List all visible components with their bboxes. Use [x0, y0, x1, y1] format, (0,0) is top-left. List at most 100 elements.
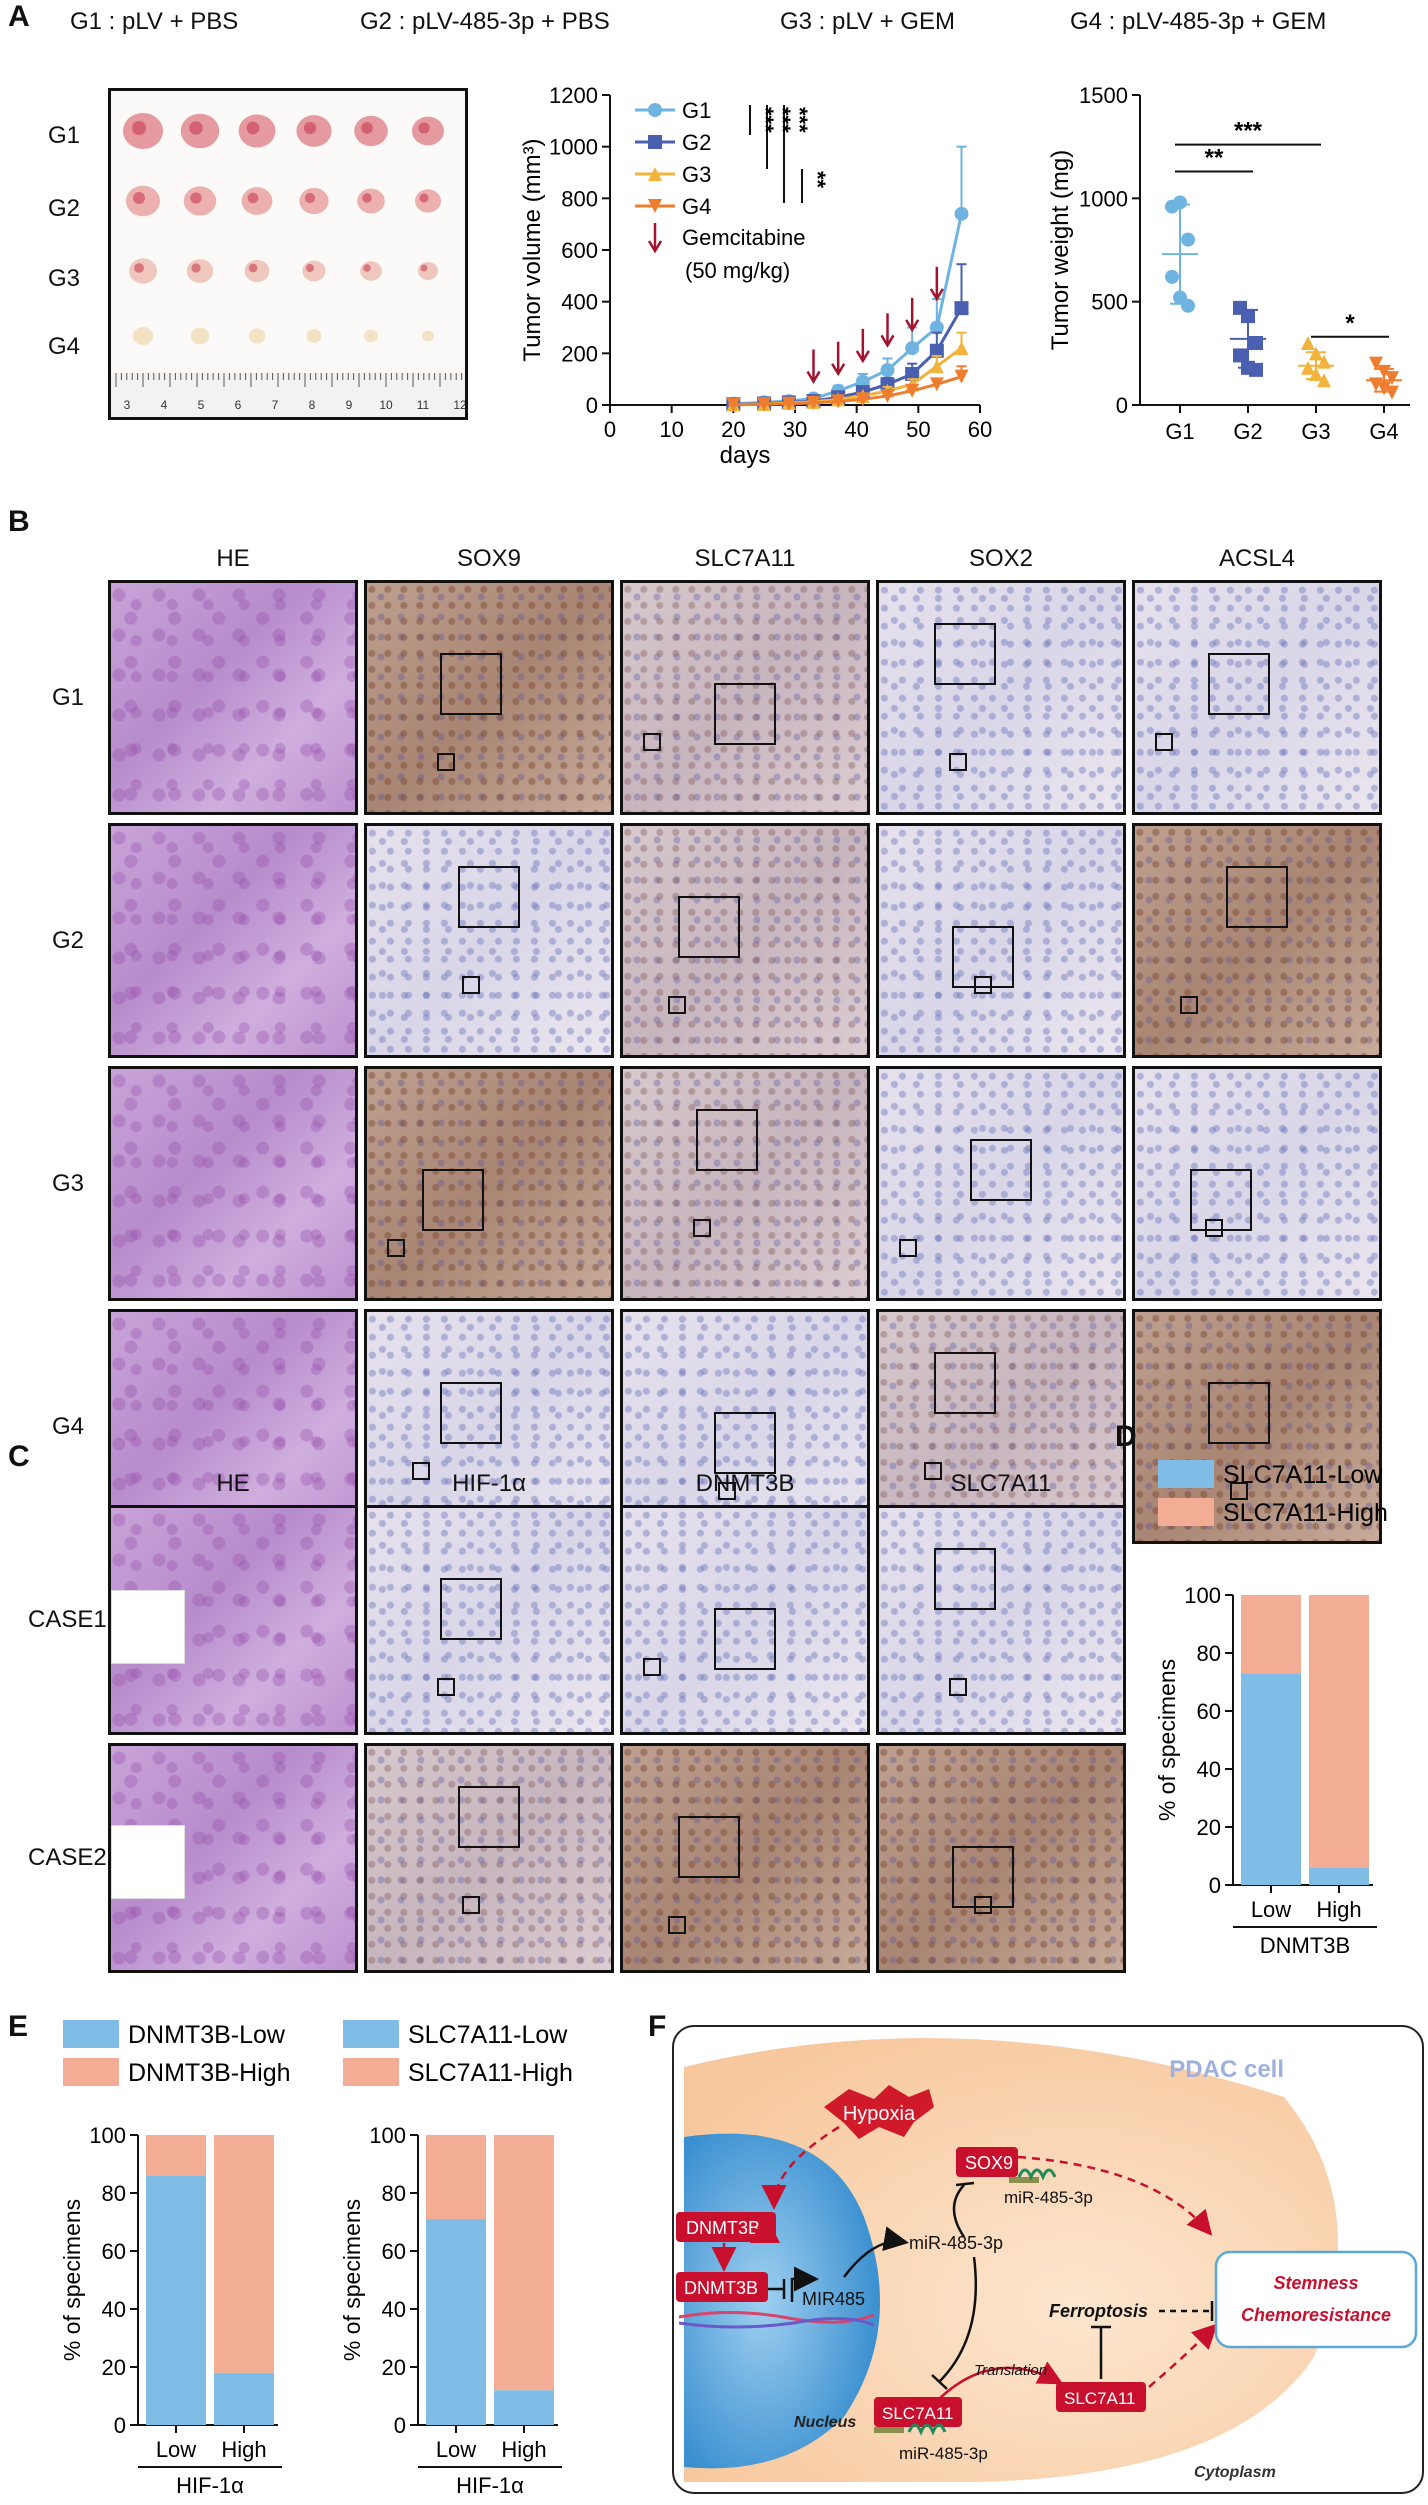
nucleus-label: Nucleus [794, 2414, 856, 2431]
mir485-gene-label: MIR485 [802, 2289, 865, 2309]
ruler-number: 6 [235, 398, 242, 412]
zoom-inset [1208, 653, 1270, 715]
zoom-source-box [1205, 1219, 1223, 1237]
ruler-number: 4 [161, 398, 168, 412]
legend-swatch [63, 2058, 119, 2086]
y-tick-label: 40 [382, 2297, 406, 2322]
tumor-hemorrhage [189, 121, 203, 135]
ruler-number: 5 [198, 398, 205, 412]
y-tick-label: 400 [561, 290, 598, 315]
panel-b-row-label: G1 [52, 683, 85, 711]
gemcitabine-arrow-head [880, 334, 895, 348]
sox9-label: SOX9 [965, 2153, 1013, 2173]
mir-sox9-label: miR-485-3p [1004, 2188, 1093, 2207]
zoom-inset [1226, 866, 1288, 928]
significance-label: *** [787, 107, 812, 133]
tumor-row-label-g1: G1 [48, 122, 81, 149]
sox9-box [956, 2147, 1018, 2177]
significance-label: *** [1234, 118, 1263, 145]
gemcitabine-dose-label: (50 mg/kg) [685, 258, 790, 283]
zoom-source-box [1180, 996, 1198, 1014]
group-header-g4: G4 : pLV-485-3p + GEM [1070, 8, 1327, 35]
zoom-inset [678, 1816, 740, 1878]
group-header-g3: G3 : pLV + GEM [780, 8, 955, 35]
legend-marker [648, 103, 662, 117]
mir-slc-label: miR-485-3p [899, 2444, 988, 2463]
legend-label: SLC7A11-Low [408, 2021, 568, 2049]
weight-point [1377, 381, 1391, 396]
tumor-weight-chart: 0 500 1000 1500 G1 G2 G3 G4 Tumor weight (mg) ** *… [1020, 75, 1420, 460]
legend-label: DNMT3B-Low [128, 2021, 286, 2049]
gemcitabine-legend-label: Gemcitabine [682, 225, 806, 250]
weight-point [1301, 336, 1315, 350]
panel-label-b: B [8, 505, 30, 538]
tumor-hemorrhage [303, 121, 317, 135]
panel-b-image-tile [364, 1066, 614, 1301]
zoom-source-box [718, 1482, 736, 1500]
y-tick-label: 40 [1197, 1757, 1221, 1782]
bar-segment [214, 2135, 274, 2373]
panel-label-c: C [8, 1440, 30, 1473]
tumor-hemorrhage [190, 192, 202, 204]
panel-c-image-tile [620, 1505, 870, 1735]
bar-segment [426, 2219, 486, 2425]
legend-label-G2: G2 [682, 130, 711, 155]
panel-b-image-tile [620, 1309, 870, 1544]
panel-b-column-header: SLC7A11 [694, 545, 796, 572]
weight-point [1173, 195, 1187, 210]
ruler-number: 7 [272, 398, 279, 412]
series-line-G4 [733, 375, 962, 407]
zoom-inset [952, 1846, 1014, 1908]
chart-e-left: DNMT3B-Low DNMT3B-High 0 20 40 60 80 100 % of sp… [20, 2020, 320, 2505]
ruler-number: 3 [124, 398, 131, 412]
zoom-source-box [949, 1678, 967, 1696]
tumor-sample [244, 259, 270, 283]
panel-b-image-tile [620, 823, 870, 1058]
panel-b-image-tile [1132, 580, 1382, 815]
data-point [726, 397, 741, 412]
tumor-sample [306, 329, 322, 343]
panel-c-image-tile [364, 1505, 614, 1735]
y-tick-label: 60 [102, 2239, 126, 2264]
weight-point [1309, 367, 1323, 381]
x-tick-label: High [501, 2437, 546, 2462]
panel-b-image-tile [1132, 1066, 1382, 1301]
weight-point [1317, 354, 1331, 369]
y-axis-label: Tumor weight (mg) [1047, 150, 1074, 350]
legend-label: SLC7A11-Low [1223, 1461, 1383, 1489]
data-point [905, 383, 920, 398]
x-tick-label: High [221, 2437, 266, 2462]
zoom-source-box [412, 1462, 430, 1480]
data-point [905, 341, 920, 356]
x-axis-label: HIF-1α [176, 2473, 244, 2498]
tumor-sample [422, 330, 434, 342]
y-tick-label: 0 [114, 2413, 126, 2438]
zoom-source-box [643, 733, 661, 751]
data-point [905, 367, 920, 381]
group-header-g2: G2 : pLV-485-3p + PBS [360, 8, 610, 35]
data-point [880, 388, 895, 403]
panel-b-image-tile [108, 823, 358, 1058]
y-tick-label: 0 [394, 2413, 406, 2438]
legend-swatch [63, 2020, 119, 2048]
gemcitabine-arrow-head [831, 363, 846, 377]
x-tick-label: G4 [1369, 419, 1398, 444]
tumor-hemorrhage [248, 263, 258, 273]
x-tick-label: G1 [1165, 419, 1194, 444]
legend-swatch [343, 2020, 399, 2048]
x-tick-label: Low [1251, 1897, 1291, 1922]
weight-point [1249, 362, 1263, 377]
zoom-source-box [437, 753, 455, 771]
y-tick-label: 1000 [1079, 186, 1128, 211]
weight-point [1377, 364, 1391, 379]
tumor-volume-svg: 0 200 400 600 800 1000 1200 0 10 20 30 40 50 60 days Tu… [519, 83, 992, 469]
panel-b-column-header: HE [216, 545, 250, 572]
chart-e-right-svg: SLC7A11-Low SLC7A11-High 0 20 40 60 80 100 % of … [339, 2020, 573, 2498]
cell-label: PDAC cell [1169, 2056, 1284, 2083]
gemcitabine-arrow-head [855, 350, 870, 364]
bar-segment [426, 2135, 486, 2220]
gemcitabine-arrow-head [929, 288, 944, 302]
gemcitabine-arrow-head [905, 319, 920, 333]
zoom-inset [934, 1352, 996, 1414]
legend-label: SLC7A11-High [1223, 1499, 1388, 1527]
